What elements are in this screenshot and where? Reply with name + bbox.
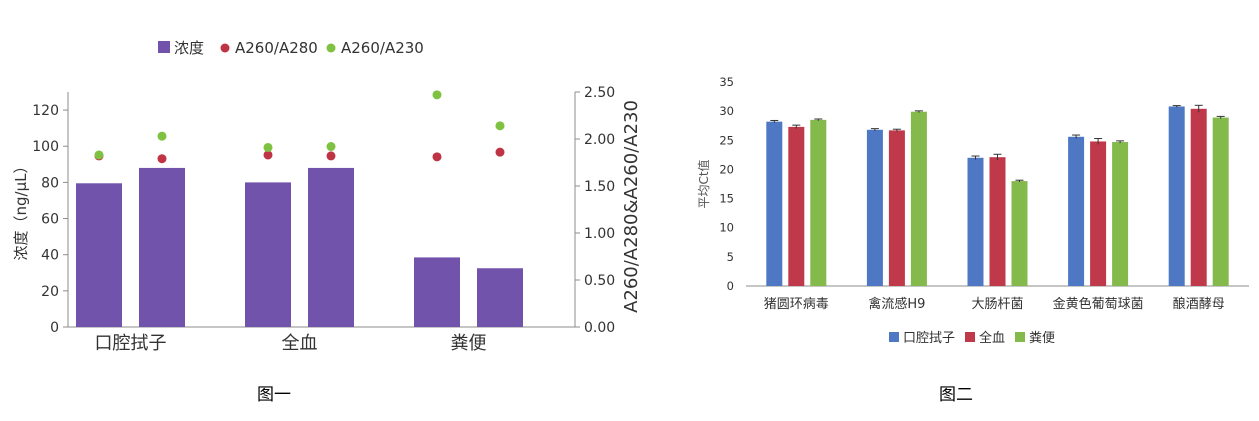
a260-a280-point [157, 154, 167, 164]
y-tick-label: 30 [719, 104, 734, 118]
legend-swatch [889, 332, 899, 342]
right-y-tick-label: 2.50 [584, 85, 615, 101]
ct-bar [866, 129, 883, 286]
legend-swatch-concentration [158, 41, 170, 53]
concentration-bar [308, 167, 354, 327]
x-category-label: 全血 [282, 333, 318, 354]
a260-a280-point [432, 152, 442, 162]
x-category-label: 酿酒酵母 [1173, 296, 1225, 312]
x-category-label: 粪便 [451, 333, 487, 354]
ct-bar [910, 111, 927, 287]
concentration-bar [139, 167, 185, 327]
y-tick-label: 15 [719, 192, 734, 206]
x-category-label: 大肠杆菌 [971, 297, 1023, 312]
x-category-label: 口腔拭子 [95, 333, 167, 354]
left-y-tick-label: 20 [41, 284, 59, 300]
left-y-tick-label: 120 [32, 103, 59, 119]
right-y-tick-label: 1.00 [584, 226, 615, 242]
left-y-tick-label: 60 [41, 212, 59, 228]
ct-bar [1190, 108, 1207, 286]
x-category-label: 猪圆环病毒 [764, 297, 829, 312]
legend-swatch [965, 332, 975, 342]
left-y-tick-label: 0 [50, 320, 59, 336]
caption-figure-1: 图一 [257, 385, 291, 405]
a260-a230-point [263, 142, 273, 152]
ct-bar [989, 157, 1006, 286]
legend-label-a260-a280: A260/A280 [235, 39, 318, 57]
a260-a230-point [326, 142, 336, 152]
ct-bar [1011, 181, 1028, 286]
legend-label: 全血 [979, 330, 1005, 346]
legend-swatch [1015, 332, 1025, 342]
ct-bar [888, 130, 905, 286]
legend-marker-a260-a230 [326, 43, 336, 53]
concentration-bar [245, 182, 291, 327]
right-y-tick-label: 0.50 [584, 273, 615, 289]
right-y-tick-label: 1.50 [584, 179, 615, 195]
x-category-label: 禽流感H9 [868, 296, 925, 312]
y-tick-label: 25 [719, 133, 734, 147]
right-y-axis-title: A260/A280&A260/A230 [621, 100, 642, 313]
a260-a280-point [326, 151, 336, 161]
y-axis-title: 平均Ct值 [696, 159, 711, 208]
a260-a280-point [495, 147, 505, 157]
a260-a230-point [432, 90, 442, 100]
legend-marker-a260-a280 [220, 43, 230, 53]
y-tick-label: 10 [719, 221, 734, 235]
a260-a230-point [94, 150, 104, 160]
y-tick-label: 0 [727, 279, 734, 293]
right-y-tick-label: 0.00 [584, 320, 615, 336]
right-y-tick-label: 2.00 [584, 132, 615, 148]
x-category-label: 金黄色葡萄球菌 [1053, 296, 1144, 312]
ct-bar [967, 157, 984, 286]
ct-bar [788, 126, 805, 286]
concentration-bar [76, 183, 122, 327]
concentration-bar [477, 268, 523, 327]
legend-label: 口腔拭子 [903, 331, 955, 346]
legend-label-concentration: 浓度 [174, 39, 204, 57]
y-tick-label: 5 [727, 250, 734, 264]
legend-label-a260-a230: A260/A230 [341, 39, 424, 57]
ct-bar [766, 121, 783, 287]
a260-a230-point [495, 121, 505, 131]
concentration-bar [414, 257, 460, 327]
y-tick-label: 20 [719, 162, 734, 176]
chart-1: 浓度 A260/A280 A260/A230 0 20 40 60 80 100 120 0.00 0… [12, 39, 642, 354]
ct-bar [1068, 136, 1085, 286]
ct-bar [1212, 117, 1229, 286]
caption-figure-2: 图二 [939, 385, 973, 405]
a260-a280-point [263, 150, 273, 160]
ct-bar [1112, 142, 1129, 286]
y-tick-label: 35 [719, 75, 734, 89]
a260-a230-point [157, 131, 167, 141]
legend-label: 粪便 [1029, 331, 1055, 346]
left-y-tick-label: 40 [41, 248, 59, 264]
left-y-tick-label: 80 [41, 175, 59, 191]
ct-bar [1090, 141, 1107, 286]
ct-bar [1168, 106, 1185, 286]
left-y-tick-label: 100 [32, 139, 59, 155]
ct-bar [810, 119, 827, 286]
left-y-axis-title: 浓度（ng/μL） [12, 159, 30, 261]
